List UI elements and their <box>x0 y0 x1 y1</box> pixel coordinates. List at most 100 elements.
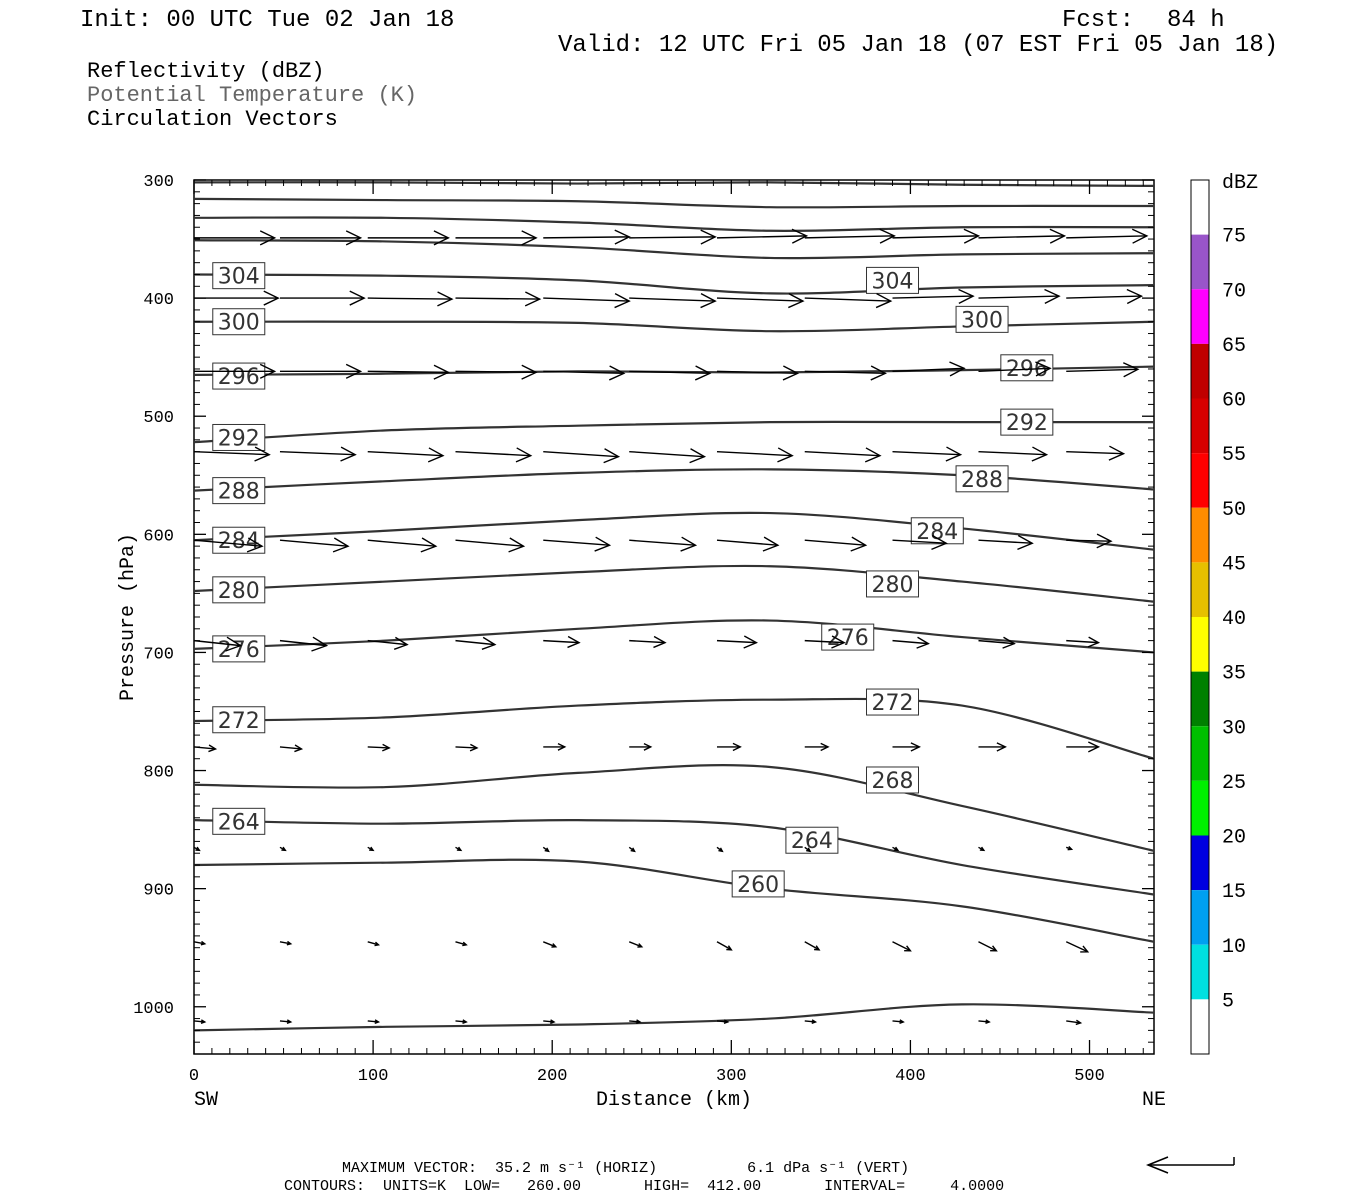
vector-shaft <box>978 1020 990 1023</box>
vector-shaft <box>716 450 793 457</box>
colorbar-swatch <box>1191 671 1209 727</box>
vector-head <box>508 537 526 553</box>
vector-head <box>393 636 409 650</box>
theta-contour <box>193 764 1155 852</box>
vector-shaft <box>367 297 452 300</box>
vector-head <box>462 1019 468 1024</box>
vector-shaft <box>193 539 263 547</box>
y-tick-label: 300 <box>143 173 174 192</box>
vector-head <box>700 229 717 245</box>
x-tick-label: 500 <box>1074 1067 1105 1086</box>
vector-shaft <box>1066 450 1124 455</box>
theta-contour <box>193 468 1155 492</box>
contour-label: 276 <box>218 638 260 663</box>
colorbar-label: 40 <box>1222 608 1246 631</box>
vector-head <box>694 365 712 381</box>
contour-label-box <box>212 423 266 451</box>
colorbar-swatch <box>1191 453 1209 508</box>
vector-shaft <box>1065 941 1089 953</box>
vector-shaft <box>193 639 241 647</box>
vector-head <box>811 1019 818 1024</box>
vector-shaft <box>978 539 1033 544</box>
colorbar-title: dBZ <box>1222 172 1258 195</box>
vector-shaft <box>543 1020 555 1023</box>
theta-contour <box>193 273 1155 295</box>
vector-head <box>979 846 986 852</box>
theta-contour <box>193 320 1155 333</box>
vector-shaft <box>193 450 270 456</box>
vector-shaft <box>716 539 778 546</box>
vector-shaft <box>279 639 327 647</box>
vector-head <box>259 363 277 379</box>
vector-head <box>726 945 733 951</box>
colorbar-label: 35 <box>1222 663 1246 686</box>
vector-head <box>550 1019 556 1024</box>
vector-head <box>850 536 868 552</box>
forecast-hour: 84 h <box>1167 7 1225 34</box>
vector-head <box>195 846 201 852</box>
x-tick-label: 100 <box>358 1067 389 1086</box>
vector-shaft <box>892 235 979 239</box>
vector-head <box>420 537 438 553</box>
vector-shaft <box>543 450 619 458</box>
vector-shaft <box>804 450 881 457</box>
colorbar-swatch <box>1191 180 1209 235</box>
theta-contour <box>193 216 1155 232</box>
vector-head <box>820 742 830 752</box>
vector-head <box>864 447 882 463</box>
vector-head <box>481 636 497 650</box>
vector-head <box>910 742 921 752</box>
contour-label-box <box>821 623 875 651</box>
vector-head <box>777 447 794 463</box>
y-axis-title: Pressure (hPa) <box>117 533 140 701</box>
contour-label-box <box>212 576 266 604</box>
vector-head <box>1049 228 1067 244</box>
legend-theta: Potential Temperature (K) <box>87 83 417 108</box>
vector-head <box>524 291 542 307</box>
y-tick-label: 600 <box>143 527 174 546</box>
vector-head <box>1017 534 1034 551</box>
vector-shaft <box>978 235 1065 239</box>
vector-head <box>1131 228 1149 244</box>
vector-shaft <box>804 1020 816 1023</box>
vector-head <box>791 228 809 244</box>
contour-label-box <box>212 807 266 835</box>
vector-head <box>594 536 612 552</box>
vector-shaft <box>367 639 408 646</box>
vector-head <box>614 293 631 309</box>
contour-label: 264 <box>791 829 833 854</box>
contour-label: 296 <box>218 365 260 390</box>
vector-head <box>1088 741 1101 753</box>
vector-head <box>700 293 717 309</box>
vector-head <box>427 447 445 463</box>
vector-head <box>637 943 644 948</box>
vector-head <box>904 945 912 952</box>
vector-shaft <box>455 746 478 749</box>
theta-contour <box>193 697 1155 760</box>
theta-contour <box>193 420 1154 444</box>
vector-head <box>990 945 998 952</box>
vector-shaft <box>804 235 895 239</box>
vector-head <box>653 635 667 649</box>
vector-head <box>608 365 626 381</box>
vector-head <box>689 448 707 464</box>
vector-head <box>263 290 280 306</box>
vector-head <box>225 636 243 652</box>
vector-head <box>515 447 533 463</box>
vector-shaft <box>716 639 757 644</box>
contour-label: 260 <box>737 873 779 898</box>
vector-head <box>1031 446 1049 462</box>
vector-head <box>1126 288 1144 305</box>
contour-label-box <box>212 635 266 663</box>
vector-shaft <box>716 235 807 239</box>
vector-shaft <box>629 539 696 546</box>
vector-shaft <box>716 1020 728 1023</box>
max-vector-note: MAXIMUM VECTOR: 35.2 m s⁻¹ (HORIZ) 6.1 d… <box>342 1160 909 1177</box>
vector-shaft <box>455 370 537 374</box>
contour-label-box <box>955 305 1009 333</box>
vector-shaft <box>543 370 624 375</box>
contour-label-box <box>212 262 266 290</box>
vector-head <box>899 1019 905 1024</box>
vector-head <box>603 448 621 464</box>
